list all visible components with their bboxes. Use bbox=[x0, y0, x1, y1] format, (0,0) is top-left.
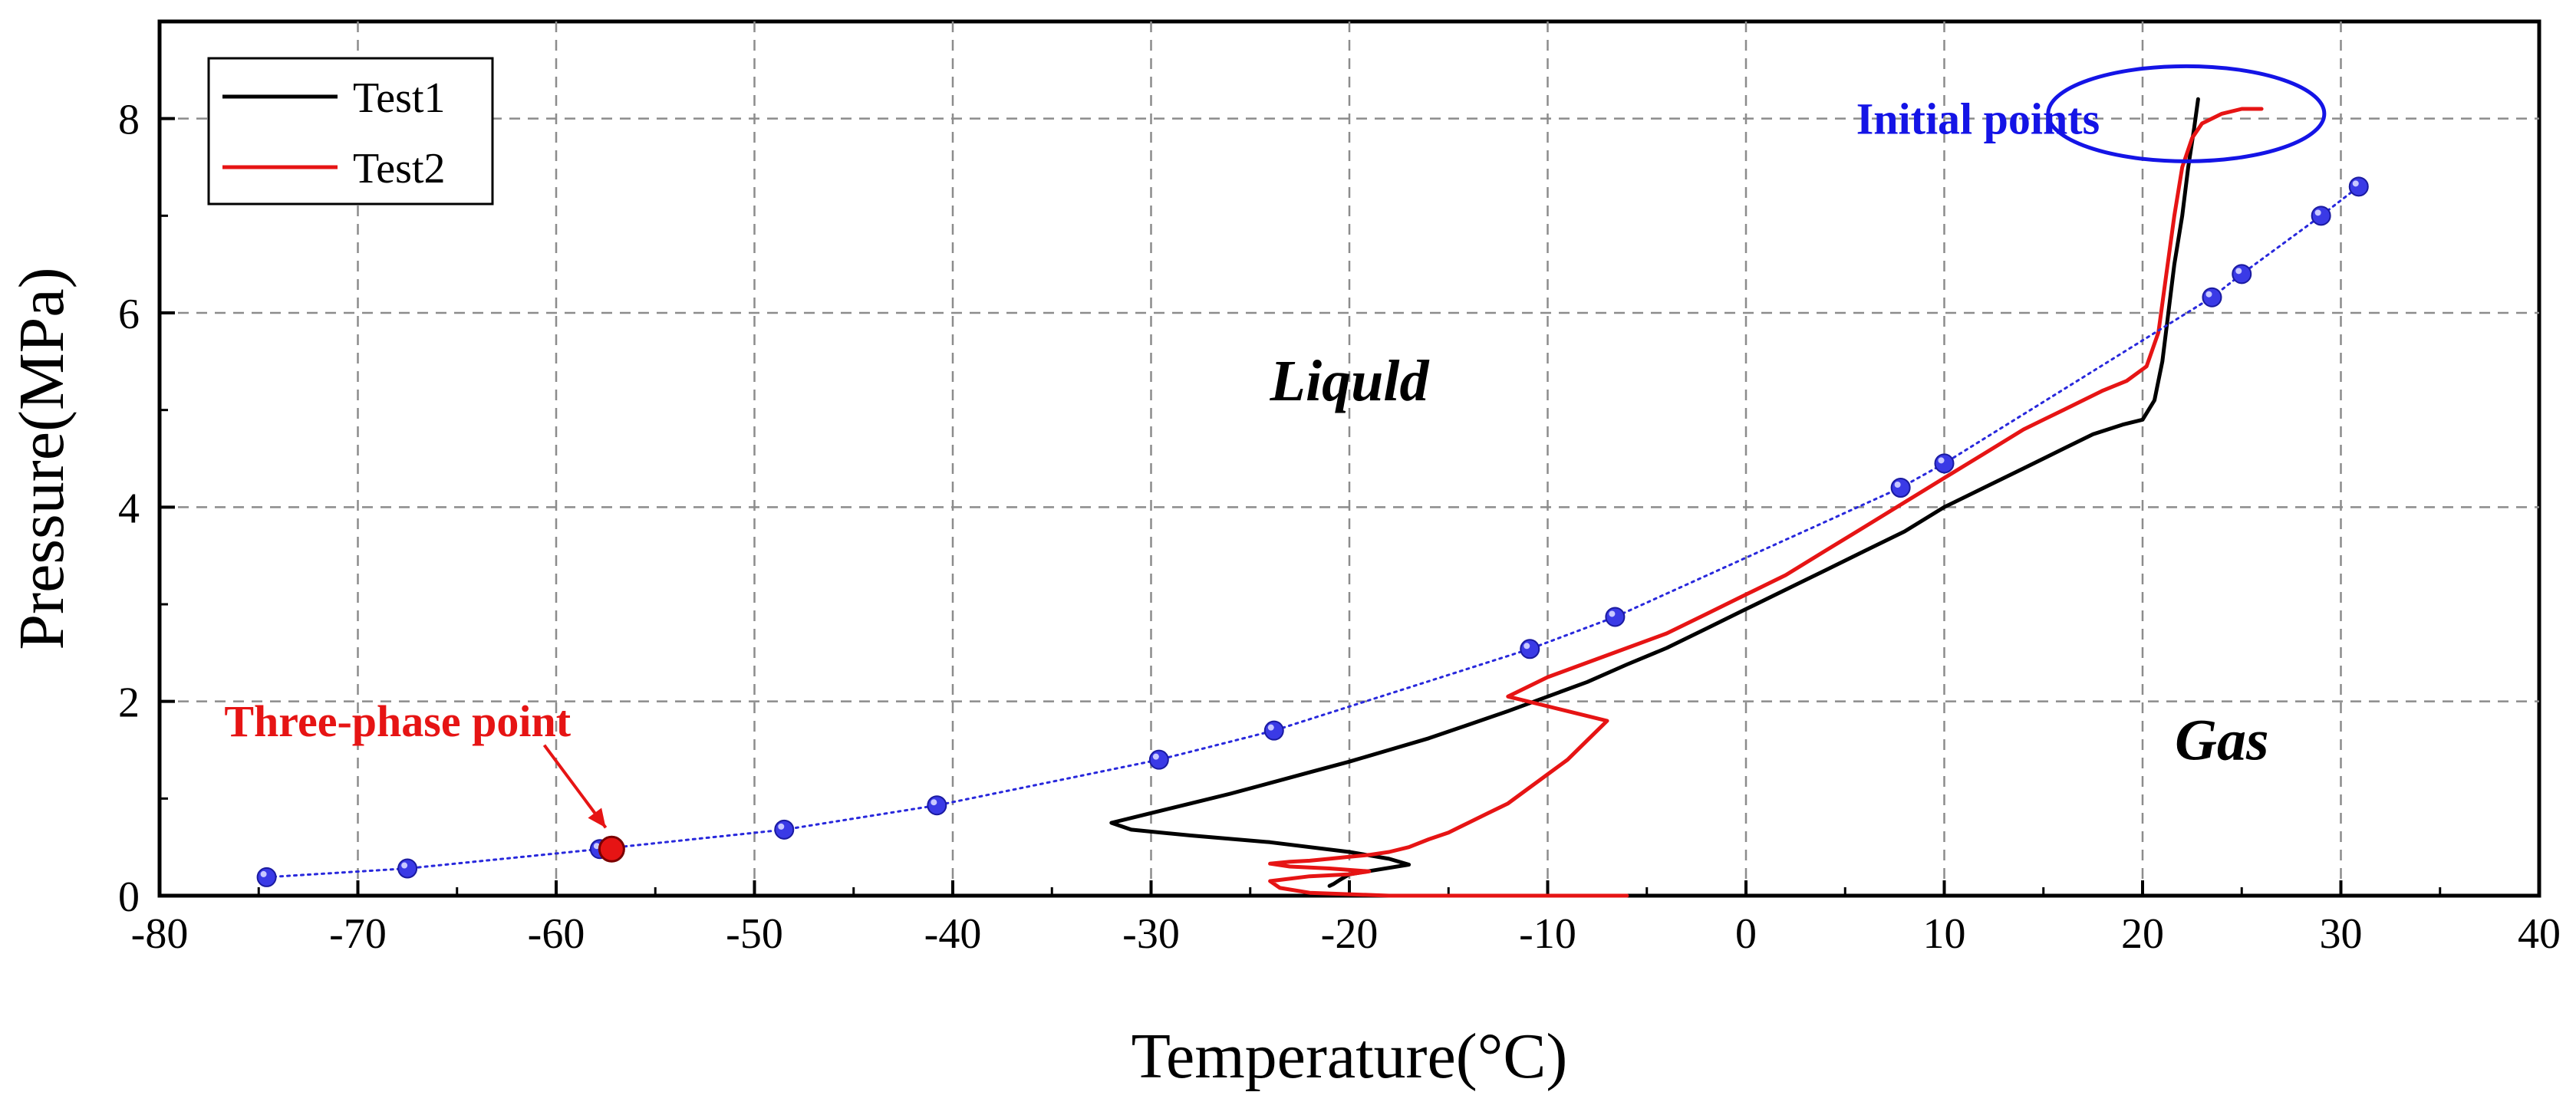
y-tick-label: 6 bbox=[118, 291, 140, 338]
saturation-point-highlight bbox=[2205, 291, 2212, 298]
x-tick-label: 40 bbox=[2518, 910, 2561, 958]
tick-labels: -80 -70 -60 -50 -40 -30 -20 -10 0 10 20 30 40 0 2 4 6 8 bbox=[118, 97, 2561, 958]
saturation-point bbox=[1148, 749, 1169, 770]
x-tick-label: -30 bbox=[1122, 910, 1180, 958]
saturation-point bbox=[256, 867, 277, 887]
saturation-point bbox=[1934, 453, 1955, 474]
y-tick-label: 0 bbox=[118, 873, 140, 921]
saturation-point-highlight bbox=[593, 843, 600, 850]
grid-lines bbox=[160, 21, 2539, 896]
series-line-test1 bbox=[1109, 97, 2200, 888]
legend-label-test2: Test2 bbox=[353, 145, 446, 192]
initial-points-label: Initial points bbox=[1856, 94, 2100, 144]
three-phase-arrow-head bbox=[588, 807, 606, 828]
three-phase-label: Three-phase point bbox=[224, 696, 571, 746]
saturation-point-highlight bbox=[2235, 268, 2242, 275]
saturation-point bbox=[2348, 176, 2369, 197]
saturation-point-highlight bbox=[401, 862, 408, 869]
initial-points-ellipse bbox=[2046, 64, 2327, 163]
x-tick-label: 30 bbox=[2320, 910, 2363, 958]
x-tick-label: 20 bbox=[2121, 910, 2164, 958]
region-label-liquld: Liquld bbox=[1270, 349, 1430, 413]
saturation-point bbox=[774, 819, 795, 840]
legend-label-test1: Test1 bbox=[353, 74, 446, 122]
saturation-point-highlight bbox=[1609, 610, 1616, 617]
three-phase-point-marker bbox=[598, 835, 625, 863]
x-axis-title: Temperature(°C) bbox=[1132, 1021, 1568, 1092]
saturation-point bbox=[1520, 639, 1540, 659]
saturation-point-highlight bbox=[1524, 643, 1530, 650]
x-tick-label: -70 bbox=[329, 910, 387, 958]
y-axis-title: Pressure(MPa) bbox=[6, 267, 77, 650]
x-tick-label: -60 bbox=[528, 910, 585, 958]
x-tick-label: -80 bbox=[131, 910, 189, 958]
saturation-point bbox=[397, 858, 418, 879]
x-tick-label: -40 bbox=[924, 910, 982, 958]
y-tick-label: 8 bbox=[118, 97, 140, 144]
saturation-point bbox=[1263, 720, 1284, 741]
legend: Test1 Test2 bbox=[207, 57, 494, 206]
axis-ticks bbox=[158, 117, 2541, 897]
x-tick-label: 10 bbox=[1923, 910, 1966, 958]
series-line-test2 bbox=[1268, 107, 2264, 898]
saturation-point-highlight bbox=[2352, 180, 2359, 187]
annotations-layer: Liquld Gas Initial points Three-phase point bbox=[224, 64, 2327, 829]
x-tick-label: -10 bbox=[1519, 910, 1576, 958]
saturation-point-highlight bbox=[778, 823, 785, 830]
saturation-point-highlight bbox=[1938, 457, 1945, 464]
saturation-point bbox=[1605, 607, 1626, 627]
saturation-point-highlight bbox=[1267, 724, 1274, 731]
saturation-point bbox=[2202, 287, 2222, 308]
legend-box bbox=[207, 57, 494, 206]
saturation-point bbox=[2232, 264, 2252, 285]
region-label-gas: Gas bbox=[2175, 709, 2268, 773]
saturation-point bbox=[1890, 478, 1911, 498]
x-tick-label: 0 bbox=[1735, 910, 1757, 958]
x-tick-label: -20 bbox=[1321, 910, 1379, 958]
y-tick-label: 4 bbox=[118, 485, 140, 532]
saturation-point-highlight bbox=[260, 870, 267, 877]
saturation-point-highlight bbox=[1894, 482, 1901, 488]
saturation-point bbox=[2311, 206, 2331, 226]
saturation-point-highlight bbox=[2314, 209, 2321, 216]
saturation-point bbox=[927, 795, 947, 816]
y-tick-label: 2 bbox=[118, 679, 140, 727]
saturation-point-highlight bbox=[1152, 753, 1159, 760]
saturation-markers bbox=[256, 176, 2369, 887]
series-layer bbox=[265, 97, 2360, 898]
saturation-point-highlight bbox=[931, 799, 937, 806]
series-line-saturation-curve bbox=[265, 185, 2360, 879]
x-tick-label: -50 bbox=[726, 910, 783, 958]
